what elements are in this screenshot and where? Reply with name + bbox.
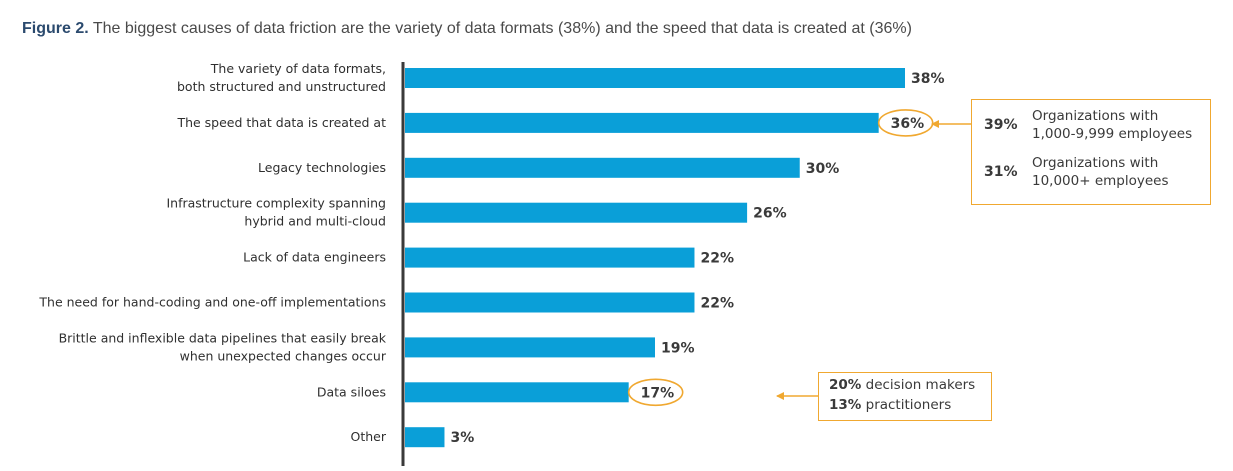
figure-caption: The biggest causes of data friction are …	[88, 20, 912, 37]
bar	[405, 337, 655, 358]
callout-box-siloes: 20% decision makers 13% practitioners	[818, 372, 992, 421]
category-label: The variety of data formats, both structu…	[177, 61, 386, 94]
category-label: The need for hand-coding and one-off imp…	[38, 295, 386, 310]
callout-row-siloes-1: 20% decision makers	[829, 377, 975, 393]
category-label: Data siloes	[317, 384, 386, 399]
bar	[405, 112, 879, 133]
value-label: 26%	[753, 206, 787, 222]
callout-box-speed: 39% Organizations with 1,000-9,999 emplo…	[971, 99, 1211, 205]
category-label: Legacy technologies	[258, 160, 386, 175]
callout-text: practitioners	[861, 397, 952, 413]
figure-label: Figure 2.	[22, 20, 89, 37]
callout-row-speed-1: 39% Organizations with 1,000-9,999 emplo…	[972, 107, 1192, 143]
value-label: 17%	[641, 385, 675, 401]
bar	[405, 247, 695, 268]
callout-text: decision makers	[861, 377, 976, 393]
callout-pct: 39%	[984, 117, 1018, 133]
callout-text: 10,000+ employees	[1032, 173, 1169, 189]
value-label: 38%	[911, 71, 945, 87]
callout-pct: 13%	[829, 397, 862, 413]
bar	[405, 157, 800, 178]
category-label: Brittle and inflexible data pipelines th…	[59, 330, 387, 363]
bar	[405, 382, 629, 403]
value-label: 19%	[661, 340, 695, 356]
value-label: 22%	[700, 296, 734, 312]
figure-title: Figure 2. The biggest causes of data fri…	[22, 20, 912, 38]
callout-text: Organizations with	[1032, 108, 1159, 124]
callout-text: 1,000-9,999 employees	[1032, 126, 1193, 142]
value-label: 22%	[700, 251, 734, 267]
callout-row-speed-2: 31% Organizations with 10,000+ employees	[972, 154, 1169, 190]
bar	[405, 68, 905, 88]
category-label: Lack of data engineers	[243, 250, 386, 265]
callout-text: Organizations with	[1032, 155, 1159, 171]
callout-pct: 31%	[984, 164, 1018, 180]
highlight-ellipse	[627, 378, 684, 407]
value-label: 30%	[806, 161, 840, 177]
value-label: 36%	[891, 116, 925, 132]
category-label: The speed that data is created at	[176, 115, 386, 130]
callout-pct: 20%	[829, 377, 862, 393]
category-label: Infrastructure complexity spanning hybrid…	[166, 196, 386, 229]
bar	[405, 292, 695, 313]
bar	[405, 427, 445, 448]
value-label: 3%	[450, 430, 474, 446]
category-label: Other	[351, 429, 387, 444]
bar	[405, 202, 748, 223]
callout-row-siloes-2: 13% practitioners	[829, 397, 951, 413]
